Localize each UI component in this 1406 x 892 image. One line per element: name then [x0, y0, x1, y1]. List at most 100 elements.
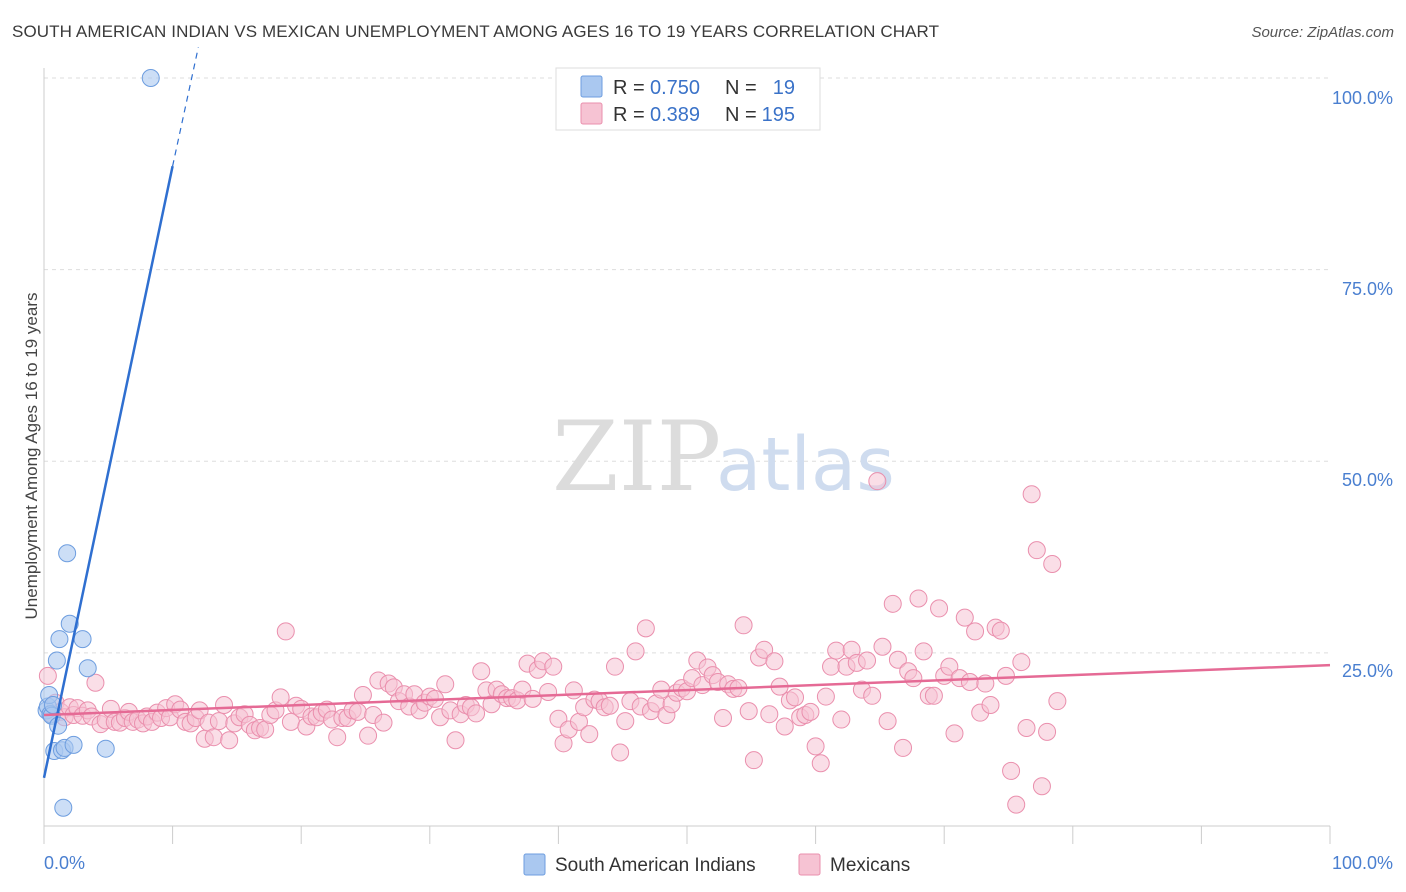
mexicans-point	[328, 728, 347, 747]
legend-n-value: 195	[762, 104, 795, 126]
mexicans-point	[600, 696, 619, 715]
mexicans-point	[467, 704, 486, 723]
legend-n-label: N =	[725, 104, 757, 126]
mexicans-point	[801, 702, 820, 721]
mexicans-point	[636, 619, 655, 638]
legend-swatch-blue	[580, 75, 603, 98]
y-tick-label: 75.0%	[1342, 279, 1393, 299]
legend-r-value: 0.750	[650, 77, 700, 99]
mexicans-point	[816, 687, 835, 706]
y-axis-label: Unemployment Among Ages 16 to 19 years	[22, 293, 41, 620]
mexicans-point	[220, 731, 239, 750]
mexicans-trendline	[43, 663, 1331, 717]
mexicans-point	[209, 712, 228, 731]
legend-bottom-label: South American Indians	[555, 855, 756, 876]
y-tick-label: 25.0%	[1342, 661, 1393, 681]
mexicans-point	[605, 657, 624, 676]
mexicans-point	[832, 710, 851, 729]
mexicans-point	[580, 725, 599, 744]
mexicans-point	[348, 702, 367, 721]
legend-r-value: 0.389	[650, 104, 700, 126]
mexicans-point	[616, 712, 635, 731]
mexicans-point	[888, 650, 907, 669]
south-american-indians-point	[73, 630, 92, 649]
mexicans-point	[811, 754, 830, 773]
legend-n-value: 19	[773, 77, 795, 99]
mexicans-point	[611, 743, 630, 762]
mexicans-point	[1002, 761, 1021, 780]
mexicans-point	[86, 673, 105, 692]
mexicans-point	[765, 652, 784, 671]
mexicans-point	[945, 724, 964, 743]
mexicans-point	[539, 682, 558, 701]
mexicans-point	[1007, 795, 1026, 814]
y-tick-label: 100.0%	[1332, 88, 1393, 108]
south-american-indians-point	[78, 659, 97, 678]
legend-r-label: R =	[613, 77, 645, 99]
mexicans-point	[1027, 541, 1046, 560]
mexicans-point	[1043, 554, 1062, 573]
mexicans-point	[894, 738, 913, 757]
mexicans-point	[755, 640, 774, 659]
mexicans-point	[868, 472, 887, 491]
legend-bottom-label: Mexicans	[830, 855, 910, 876]
mexicans-point	[1048, 692, 1067, 711]
legend-swatch-pink	[580, 102, 603, 125]
mexicans-point	[204, 728, 223, 747]
mexicans-point	[981, 695, 1000, 714]
y-tick-label: 50.0%	[1342, 470, 1393, 490]
south-american-indians-point	[50, 630, 69, 649]
legend-bottom-swatch-pink	[798, 853, 821, 876]
mexicans-point	[940, 657, 959, 676]
mexicans-point	[523, 689, 542, 708]
mexicans-point	[878, 712, 897, 731]
south-american-indians-point	[64, 735, 83, 754]
mexicans-point	[883, 594, 902, 613]
mexicans-point	[806, 737, 825, 756]
mexicans-point	[472, 662, 491, 681]
mexicans-point	[909, 589, 928, 608]
mexicans-point	[215, 695, 234, 714]
mexicans-point	[960, 673, 979, 692]
mexicans-point	[760, 705, 779, 724]
mexicans-point	[1038, 722, 1057, 741]
legend-n-label: N =	[725, 77, 757, 99]
mexicans-point	[873, 637, 892, 656]
legend-bottom: South American Indians Mexicans	[523, 853, 910, 876]
mexicans-point	[544, 657, 563, 676]
mexicans-point	[1017, 718, 1036, 737]
chart-title: SOUTH AMERICAN INDIAN VS MEXICAN UNEMPLO…	[12, 22, 940, 41]
mexicans-point	[955, 608, 974, 627]
mexicans-point	[863, 686, 882, 705]
mexicans-point	[374, 713, 393, 732]
mexicans-point	[38, 666, 57, 685]
south-american-indians-trendline	[42, 165, 174, 779]
mexicans-point	[1012, 653, 1031, 672]
south-american-indians-point	[141, 69, 160, 87]
legend-top: R = 0.750 N = 19 R = 0.389 N = 195	[555, 67, 821, 131]
mexicans-point	[858, 651, 877, 670]
mexicans-point	[904, 669, 923, 688]
south-american-indians-point	[58, 544, 77, 563]
mexicans-point	[714, 709, 733, 728]
mexicans-point	[1032, 777, 1051, 796]
mexicans-point	[271, 688, 290, 707]
legend-bottom-swatch-blue	[523, 853, 546, 876]
mexicans-point	[966, 622, 985, 641]
south-american-indians-point	[60, 614, 79, 633]
gridlines	[44, 77, 1330, 654]
mexicans-point	[739, 702, 758, 721]
mexicans-point	[564, 681, 583, 700]
south-american-indians-point	[49, 716, 68, 735]
mexicans-point	[1022, 485, 1041, 504]
mexicans-point	[626, 642, 645, 661]
chart-source: Source: ZipAtlas.com	[1251, 24, 1394, 41]
watermark-atlas: atlas	[716, 422, 895, 508]
south-american-indians-point	[47, 651, 66, 670]
south-american-indians-point	[96, 739, 115, 758]
mexicans-point	[446, 731, 465, 750]
y-tick-labels: 100.0% 75.0% 50.0% 25.0%	[1332, 88, 1393, 681]
mexicans-point	[276, 622, 295, 641]
trendlines	[42, 47, 1331, 779]
south-american-indians-trendline-extension	[172, 47, 199, 167]
